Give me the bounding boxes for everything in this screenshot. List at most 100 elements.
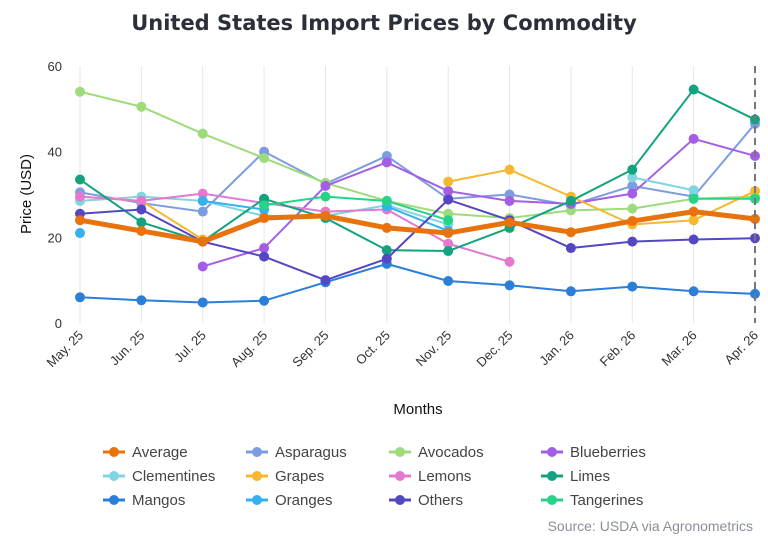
series-avocados[interactable] <box>75 86 760 224</box>
data-point-limes[interactable] <box>565 195 576 206</box>
data-point-avocados[interactable] <box>75 86 85 97</box>
legend-item-others[interactable]: Others <box>389 492 463 509</box>
data-point-average[interactable] <box>197 236 208 247</box>
legend[interactable]: Average Asparagus Avocados Blueberries Cleme… <box>103 444 646 509</box>
legend-item-limes[interactable]: Limes <box>541 468 610 485</box>
data-point-lemons[interactable] <box>443 238 454 249</box>
series-mangos[interactable] <box>75 258 760 308</box>
data-point-asparagus[interactable] <box>627 180 638 191</box>
legend-item-grapes[interactable]: Grapes <box>246 468 324 485</box>
data-point-lemons[interactable] <box>136 195 147 206</box>
series-asparagus[interactable] <box>75 118 760 217</box>
data-point-tangerines[interactable] <box>688 193 699 204</box>
data-point-blueberries[interactable] <box>504 195 515 206</box>
data-point-others[interactable] <box>627 236 638 247</box>
data-point-average[interactable] <box>504 217 515 228</box>
x-tick-label: Oct. 25 <box>353 328 393 368</box>
data-point-tangerines[interactable] <box>381 195 392 206</box>
data-point-others[interactable] <box>688 234 699 245</box>
data-point-mangos[interactable] <box>750 288 760 299</box>
data-point-average[interactable] <box>565 227 576 238</box>
legend-item-clementines[interactable]: Clementines <box>103 468 215 485</box>
legend-item-asparagus[interactable]: Asparagus <box>246 444 347 461</box>
data-point-average[interactable] <box>75 215 85 226</box>
data-point-blueberries[interactable] <box>688 133 699 144</box>
data-point-average[interactable] <box>688 206 699 217</box>
data-point-avocados[interactable] <box>197 128 208 139</box>
data-point-oranges[interactable] <box>75 228 85 239</box>
series-average[interactable] <box>75 206 760 247</box>
data-point-blueberries[interactable] <box>443 186 454 197</box>
legend-swatch-dot <box>252 471 262 481</box>
data-point-mangos[interactable] <box>565 286 576 297</box>
data-point-average[interactable] <box>627 216 638 227</box>
data-point-others[interactable] <box>381 253 392 264</box>
data-point-average[interactable] <box>443 228 454 239</box>
data-point-others[interactable] <box>259 251 270 262</box>
legend-label: Blueberries <box>570 444 646 461</box>
data-point-lemons[interactable] <box>197 188 208 199</box>
data-point-blueberries[interactable] <box>627 188 638 199</box>
data-point-others[interactable] <box>565 243 576 254</box>
legend-label: Clementines <box>132 468 215 485</box>
x-tick-label: Jul. 25 <box>171 328 209 366</box>
legend-item-oranges[interactable]: Oranges <box>246 492 333 509</box>
data-point-tangerines[interactable] <box>259 200 270 211</box>
data-point-avocados[interactable] <box>259 153 270 164</box>
data-point-clementines[interactable] <box>688 185 699 196</box>
data-point-mangos[interactable] <box>197 297 208 308</box>
data-point-mangos[interactable] <box>259 295 270 306</box>
data-point-average[interactable] <box>136 225 147 236</box>
data-point-limes[interactable] <box>443 246 454 257</box>
data-point-average[interactable] <box>320 210 331 221</box>
data-point-grapes[interactable] <box>504 164 515 175</box>
data-point-mangos[interactable] <box>443 276 454 287</box>
legend-item-avocados[interactable]: Avocados <box>389 444 484 461</box>
data-point-blueberries[interactable] <box>197 261 208 272</box>
data-point-average[interactable] <box>750 213 760 224</box>
grid <box>79 66 756 323</box>
data-point-blueberries[interactable] <box>259 243 270 254</box>
data-point-grapes[interactable] <box>443 176 454 187</box>
data-point-limes[interactable] <box>627 164 638 175</box>
legend-item-blueberries[interactable]: Blueberries <box>541 444 646 461</box>
data-point-mangos[interactable] <box>75 292 85 303</box>
data-point-tangerines[interactable] <box>443 215 454 226</box>
data-point-avocados[interactable] <box>136 101 147 112</box>
data-point-others[interactable] <box>320 275 331 286</box>
data-point-others[interactable] <box>443 194 454 205</box>
data-point-average[interactable] <box>259 213 270 224</box>
x-tick-label: Nov. 25 <box>413 328 455 370</box>
data-point-lemons[interactable] <box>75 191 85 202</box>
data-point-asparagus[interactable] <box>197 206 208 217</box>
data-point-oranges[interactable] <box>197 195 208 206</box>
data-point-lemons[interactable] <box>504 256 515 267</box>
data-point-clementines[interactable] <box>627 172 638 183</box>
legend-item-average[interactable]: Average <box>103 444 188 461</box>
data-point-mangos[interactable] <box>136 295 147 306</box>
data-point-others[interactable] <box>136 204 147 215</box>
data-point-mangos[interactable] <box>688 286 699 297</box>
data-point-mangos[interactable] <box>504 280 515 291</box>
series-line-avocados <box>79 90 756 220</box>
data-point-limes[interactable] <box>75 174 85 185</box>
series-group <box>75 84 760 308</box>
x-axis-label: Months <box>393 401 442 418</box>
data-point-limes[interactable] <box>688 84 699 95</box>
data-point-blueberries[interactable] <box>320 180 331 191</box>
y-tick-label: 60 <box>48 59 62 74</box>
legend-swatch-dot <box>109 495 119 505</box>
data-point-tangerines[interactable] <box>320 191 331 202</box>
data-point-mangos[interactable] <box>627 281 638 292</box>
data-point-blueberries[interactable] <box>381 157 392 168</box>
data-point-avocados[interactable] <box>627 203 638 214</box>
series-line-lemons <box>79 192 511 263</box>
data-point-limes[interactable] <box>136 217 147 228</box>
data-point-grapes[interactable] <box>688 215 699 226</box>
data-point-limes[interactable] <box>381 245 392 256</box>
legend-item-mangos[interactable]: Mangos <box>103 492 185 509</box>
legend-label: Avocados <box>418 444 484 461</box>
data-point-average[interactable] <box>381 222 392 233</box>
legend-item-tangerines[interactable]: Tangerines <box>541 492 643 509</box>
legend-item-lemons[interactable]: Lemons <box>389 468 471 485</box>
